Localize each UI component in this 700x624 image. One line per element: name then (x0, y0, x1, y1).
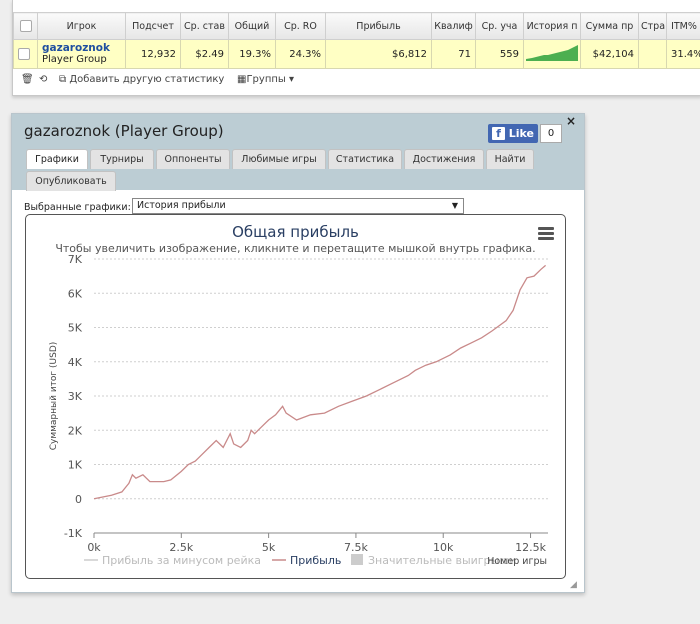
y-tick-label: 1K (68, 459, 83, 472)
row-checkbox[interactable] (13, 39, 38, 69)
x-tick-label: 0k (87, 541, 101, 554)
resize-grip-icon[interactable]: ◢ (570, 580, 577, 590)
player-cell[interactable]: gazaroznok Player Group (37, 39, 126, 69)
column-header[interactable]: Ср. RO (275, 12, 326, 40)
like-count: 0 (540, 124, 562, 143)
chart-title: Общая прибыль (232, 223, 359, 241)
table-header-row: Игрок Подсчет Ср. став Общий Ср. RO Приб… (13, 12, 700, 40)
player-name-link[interactable]: gazaroznok (42, 42, 110, 54)
tab-charts[interactable]: Графики (26, 149, 88, 169)
column-header[interactable]: Ср. уча (475, 12, 524, 40)
player-window: gazaroznok (Player Group) f Like 0 × Гра… (11, 113, 585, 593)
groups-label: Группы (246, 74, 286, 85)
profit-series-line (93, 264, 547, 500)
x-axis-label: Номер игры (487, 556, 547, 567)
x-tick-label: 7.5k (344, 541, 368, 554)
count-cell: 12,932 (125, 39, 181, 69)
player-group: Player Group (42, 54, 107, 65)
tab-favorite-games[interactable]: Любимые игры (232, 149, 326, 169)
y-tick-label: 2K (68, 424, 83, 437)
tab-publish[interactable]: Опубликовать (26, 171, 116, 191)
x-tick-label: 5k (262, 541, 276, 554)
profit-sparkline (526, 44, 578, 61)
y-axis-label: Суммарный итог (USD) (49, 342, 59, 451)
x-tick-label: 12.5k (515, 541, 546, 554)
y-tick-label: 5K (68, 322, 83, 335)
window-header: gazaroznok (Player Group) f Like 0 × Гра… (12, 114, 584, 191)
dropdown-arrow-icon: ▼ (451, 201, 458, 210)
trash-icon[interactable]: 🗑 (21, 74, 34, 85)
y-tick-label: 4K (68, 356, 83, 369)
x-tick-label: 10k (433, 541, 454, 554)
column-header[interactable]: История п (523, 12, 581, 40)
y-tick-label: 3K (68, 390, 83, 403)
groups-dropdown[interactable]: ▦Группы ▾ (237, 74, 294, 85)
qualified-cell: 71 (431, 39, 476, 69)
profit-chart[interactable]: Общая прибыль Чтобы увеличить изображени… (25, 214, 566, 579)
facebook-icon: f (492, 127, 505, 140)
chart-plot[interactable]: -1K 0 1K 2K 3K 4K 5K 6K 7K 0k 2.5k 5k 7.5k 10k 12.5k Су… (26, 215, 565, 578)
avg-stake-cell: $2.49 (180, 39, 229, 69)
tab-opponents[interactable]: Оппоненты (156, 149, 230, 169)
stats-table-panel: Игрок Подсчет Ср. став Общий Ср. RO Приб… (12, 0, 700, 96)
add-stats-button[interactable]: ⧉ Добавить другую статистику (59, 74, 225, 85)
column-header[interactable]: Квалиф (431, 12, 476, 40)
legend-profit: Прибыль (290, 554, 341, 567)
column-header[interactable]: Стра (638, 12, 667, 40)
profit-cell: $6,812 (325, 39, 432, 69)
avg-participants-cell: 559 (475, 39, 524, 69)
column-header[interactable]: Ср. став (180, 12, 229, 40)
selected-charts-label: Выбранные графики: (24, 202, 131, 213)
chart-select[interactable]: История прибыли ▼ (132, 198, 464, 214)
column-header[interactable]: ITM% (666, 12, 700, 40)
chart-menu-icon[interactable] (538, 227, 554, 241)
y-tick-label: -1K (64, 527, 83, 540)
tab-statistics[interactable]: Статистика (328, 149, 402, 169)
column-header[interactable]: Подсчет (125, 12, 181, 40)
avg-roi-cell: 24.3% (275, 39, 326, 69)
window-title: gazaroznok (Player Group) (24, 122, 224, 140)
legend-net-profit: Прибыль за минусом рейка (102, 554, 261, 567)
refresh-icon[interactable]: ⟲ (39, 74, 48, 85)
chart-select-value: История прибыли (137, 200, 226, 211)
legend-marker-big-wins (351, 554, 363, 565)
legend-big-wins: Значительные выигрыши (368, 554, 516, 567)
x-tick-label: 2.5k (169, 541, 193, 554)
y-tick-label: 7K (68, 253, 83, 266)
total-cell: 19.3% (228, 39, 276, 69)
facebook-like-button[interactable]: f Like (488, 124, 538, 143)
itm-cell: 31.4% (666, 39, 700, 69)
history-sparkline-cell (523, 39, 581, 69)
y-tick-label: 0 (75, 493, 82, 506)
table-row[interactable]: gazaroznok Player Group 12,932 $2.49 19.… (13, 39, 700, 69)
stats-table: Игрок Подсчет Ср. став Общий Ср. RO Приб… (13, 12, 700, 69)
column-header[interactable]: Общий (228, 12, 276, 40)
column-header[interactable]: Сумма пр (580, 12, 639, 40)
add-stats-label: Добавить другую статистику (69, 74, 225, 85)
close-icon[interactable]: × (566, 114, 577, 128)
table-toolbar: 🗑 ⟲ ⧉ Добавить другую статистику ▦Группы… (13, 70, 700, 90)
column-header[interactable]: Прибыль (325, 12, 432, 40)
chart-subtitle: Чтобы увеличить изображение, кликните и … (55, 242, 536, 255)
like-label: Like (508, 127, 534, 140)
y-tick-label: 6K (68, 287, 83, 300)
tab-tournaments[interactable]: Турниры (90, 149, 154, 169)
tab-achievements[interactable]: Достижения (404, 149, 484, 169)
country-cell (638, 39, 667, 69)
column-header[interactable]: Игрок (37, 12, 126, 40)
prize-sum-cell: $42,104 (580, 39, 639, 69)
tab-find[interactable]: Найти (486, 149, 534, 169)
select-all-checkbox[interactable] (13, 12, 38, 40)
